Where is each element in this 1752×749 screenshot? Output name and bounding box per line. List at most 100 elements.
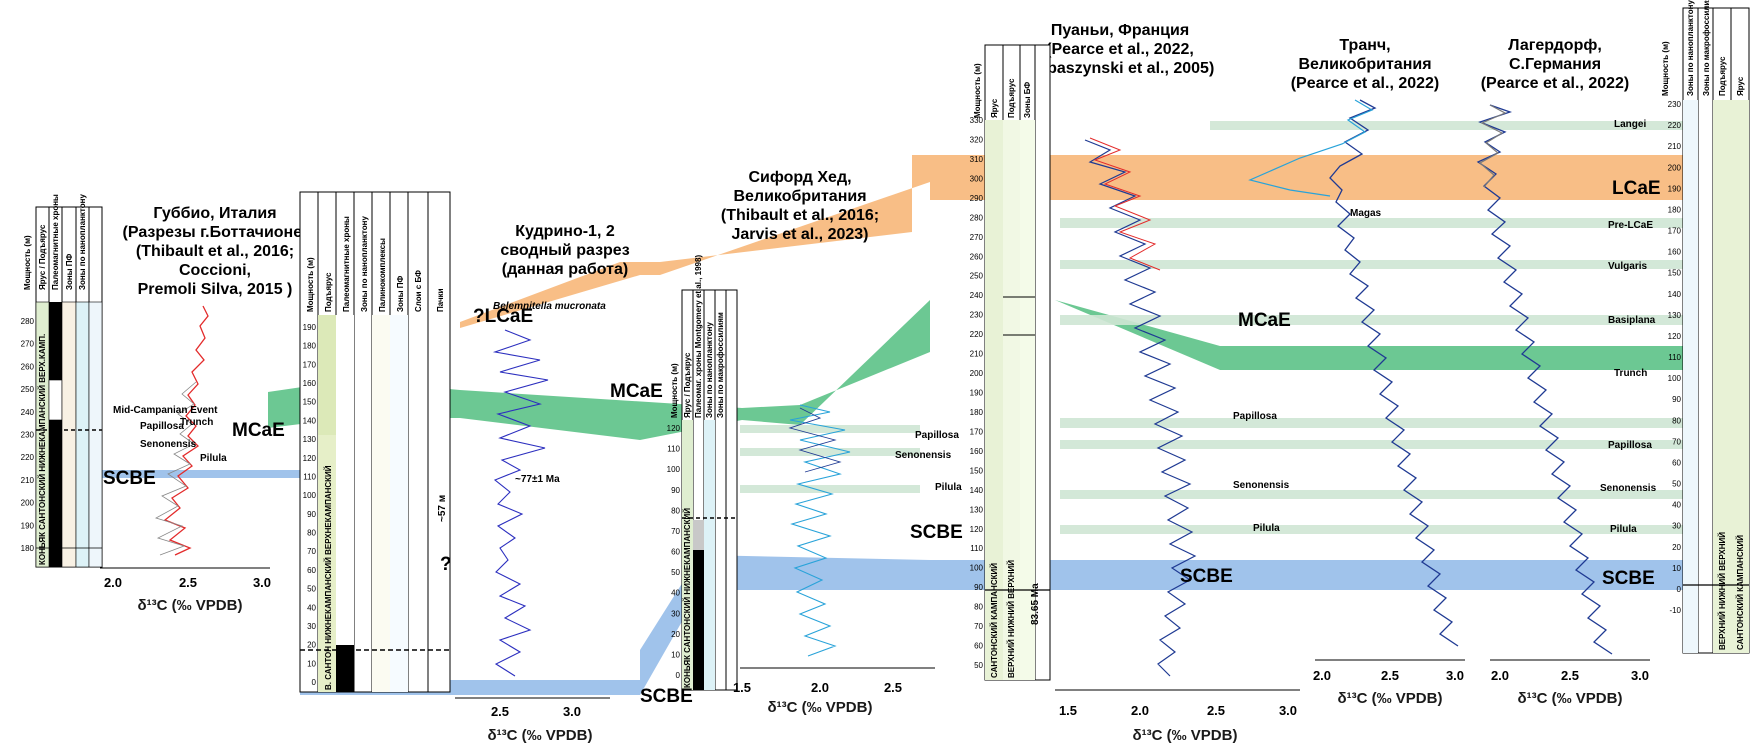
lag-depth-tick: 10 xyxy=(1672,564,1681,573)
kudrino-belemnitella: Belemnitella mucronata xyxy=(493,301,606,312)
gubbio-title-l4: Coccioni, xyxy=(179,262,251,279)
kud-hdr-substage: Подъярус xyxy=(324,272,333,312)
sea-hdr-macro: Зоны по макрофоссилиям xyxy=(716,312,725,418)
kud-depth-tick: 110 xyxy=(303,472,316,481)
lag-x-tick-3: 3.0 xyxy=(1631,668,1649,683)
lag-senonensis: Senonensis xyxy=(1600,483,1657,494)
gub-depth-tick: 250 xyxy=(21,385,35,394)
poi-depth-tick: 160 xyxy=(970,447,984,456)
gubbio-scbe-label: SCBE xyxy=(103,468,156,489)
gub-axis-label: δ¹³C (‰ VPDB) xyxy=(138,597,243,614)
lagerdorf-curve xyxy=(1476,104,1613,655)
gub-hdr-magneto: Палеомагнитные хроны xyxy=(51,194,60,290)
kud-depth-tick: 70 xyxy=(307,547,316,556)
lag-depth-tick: 90 xyxy=(1672,395,1681,404)
seaford-title: Сифорд Хед, Великобритания (Thibault et … xyxy=(721,169,879,243)
gubbio-trunch: Trunch xyxy=(180,417,213,428)
poigny-papillosa: Papillosa xyxy=(1233,411,1277,422)
seaford-curve xyxy=(788,404,851,657)
lag-depth-tick: 140 xyxy=(1668,290,1682,299)
lag-depth-tick: 40 xyxy=(1672,501,1681,510)
lag-depth-tick: 220 xyxy=(1668,121,1682,130)
kudrino-age: ~77±1 Ma xyxy=(515,474,560,485)
sea-hdr-nanno: Зоны по нанопланктону xyxy=(705,322,714,418)
lag-depth-tick: 120 xyxy=(1668,332,1682,341)
kudrino-columns xyxy=(299,191,451,693)
lag-depth-tick: 110 xyxy=(1668,353,1681,362)
poi-depth-tick: 70 xyxy=(974,622,983,631)
right-stage-label: САНТОНСКИЙ КАМПАНСКИЙ xyxy=(1736,535,1745,650)
right-hdr-macro: Зоны по макрофоссилиям xyxy=(1702,0,1711,96)
poigny-column-headers: Мощность (м) Ярус Подъярус Зоны БФ xyxy=(973,63,1032,118)
poi-depth-tick: 290 xyxy=(970,194,984,203)
kud-x-tick-1: 2.5 xyxy=(491,704,509,719)
trunch-title-l1: Транч, xyxy=(1339,37,1390,54)
gub-hdr-depth: Мощность (м) xyxy=(23,235,32,290)
lag-pilula: Pilula xyxy=(1610,524,1637,535)
lag-papillosa: Papillosa xyxy=(1608,440,1652,451)
lag-depth-tick: 160 xyxy=(1668,248,1682,257)
right-columns xyxy=(1682,7,1750,654)
seaford-x-axis: 1.5 2.0 2.5 δ¹³C (‰ VPDB) xyxy=(733,667,935,716)
lag-depth-tick: 150 xyxy=(1668,269,1682,278)
sea-depth-tick: 40 xyxy=(671,589,680,598)
poi-axis-label: δ¹³C (‰ VPDB) xyxy=(1133,727,1238,744)
poi-x-tick-2: 2.0 xyxy=(1131,703,1149,718)
lagerdorf-title: Лагердорф, С.Германия (Pearce et al., 20… xyxy=(1481,37,1630,92)
right-substage-label: ВЕРХНИЙ НИЖНИЙ ВЕРХНИЙ xyxy=(1718,532,1727,650)
poi-depth-tick: 60 xyxy=(974,642,983,651)
poi-depth-tick: 240 xyxy=(970,291,984,300)
lag-vulgaris: Vulgaris xyxy=(1608,261,1648,272)
poigny-title-l3: Robaszynski et al., 2005) xyxy=(1026,60,1215,77)
lag-depth-tick: 230 xyxy=(1668,100,1682,109)
right-hdr-substage: Подъярус xyxy=(1718,56,1727,96)
sea-hdr-depth: Мощность (м) xyxy=(670,363,679,418)
gub-depth-tick: 210 xyxy=(21,476,35,485)
lag-depth-tick: 130 xyxy=(1668,311,1682,320)
sea-x-tick-3: 2.5 xyxy=(884,680,902,695)
lag-depth-tick: 50 xyxy=(1672,480,1681,489)
kud-depth-tick: 50 xyxy=(307,585,316,594)
poi-depth-tick: 150 xyxy=(970,466,984,475)
lag-depth-tick: 30 xyxy=(1672,522,1681,531)
poigny-curve xyxy=(1084,137,1197,677)
sea-x-tick-1: 1.5 xyxy=(733,680,751,695)
pale-correlation-bands xyxy=(740,121,1700,534)
lag-depth-tick: 80 xyxy=(1672,416,1681,425)
poi-depth-tick: 120 xyxy=(970,525,984,534)
gub-hdr-pf: Зоны ПФ xyxy=(65,253,74,290)
kudrino-lcae-label: ?LCaE xyxy=(473,306,533,327)
lag-langei: Langei xyxy=(1614,119,1646,130)
seaford-scbe-label: SCBE xyxy=(910,522,963,543)
poi-depth-tick: 200 xyxy=(970,369,984,378)
kudrino-title-l2: сводный разрез xyxy=(500,242,629,259)
right-hdr-nanno: Зоны по нанопланктону xyxy=(1686,0,1695,96)
poigny-substage-label: ВЕРХНИЙ НИЖНИЙ ВЕРХНИЙ xyxy=(1007,560,1016,678)
poi-depth-tick: 230 xyxy=(970,311,984,320)
poi-depth-tick: 80 xyxy=(974,603,983,612)
kud-depth-tick: 180 xyxy=(303,342,317,351)
lag-depth-tick: 190 xyxy=(1668,184,1682,193)
poi-x-tick-3: 2.5 xyxy=(1207,703,1225,718)
gubbio-column-headers: Мощность (м) Ярус / Подъярус Палеомагнит… xyxy=(23,194,87,290)
kud-depth-tick: 0 xyxy=(312,678,317,687)
lagerdorf-title-l1: Лагердорф, xyxy=(1508,37,1602,54)
sea-x-tick-2: 2.0 xyxy=(811,680,829,695)
kud-hdr-bf: Слои с БФ xyxy=(414,270,423,312)
poigny-title-l1: Пуаньи, Франция xyxy=(1051,22,1189,39)
lagerdorf-title-l2: С.Германия xyxy=(1509,56,1601,73)
sea-depth-tick: 110 xyxy=(667,445,680,454)
kud-depth-tick: 100 xyxy=(303,491,317,500)
trunch-title-l2: Великобритания xyxy=(1298,56,1431,73)
gub-depth-tick: 200 xyxy=(21,499,35,508)
poi-depth-tick: 180 xyxy=(970,408,984,417)
kudrino-mcae-label: MCaE xyxy=(610,381,663,402)
seaford-column-headers: Мощность (м) Ярус / Подъярус Палеомаг. х… xyxy=(670,255,725,418)
kud-depth-tick: 150 xyxy=(303,398,317,407)
seaford-senonensis: Senonensis xyxy=(895,450,952,461)
gubbio-title-l3: (Thibault et al., 2016; xyxy=(136,243,294,260)
gubbio-depth-ticks: 180 190 200 210 220 230 240 250 260 270 280 xyxy=(21,317,35,553)
kudrino-x-axis: 2.5 3.0 δ¹³C (‰ VPDB) xyxy=(455,697,610,744)
seaford-papillosa: Papillosa xyxy=(915,430,959,441)
right-column-headers: Мощность (м) Зоны по нанопланктону Зоны … xyxy=(1661,0,1745,96)
